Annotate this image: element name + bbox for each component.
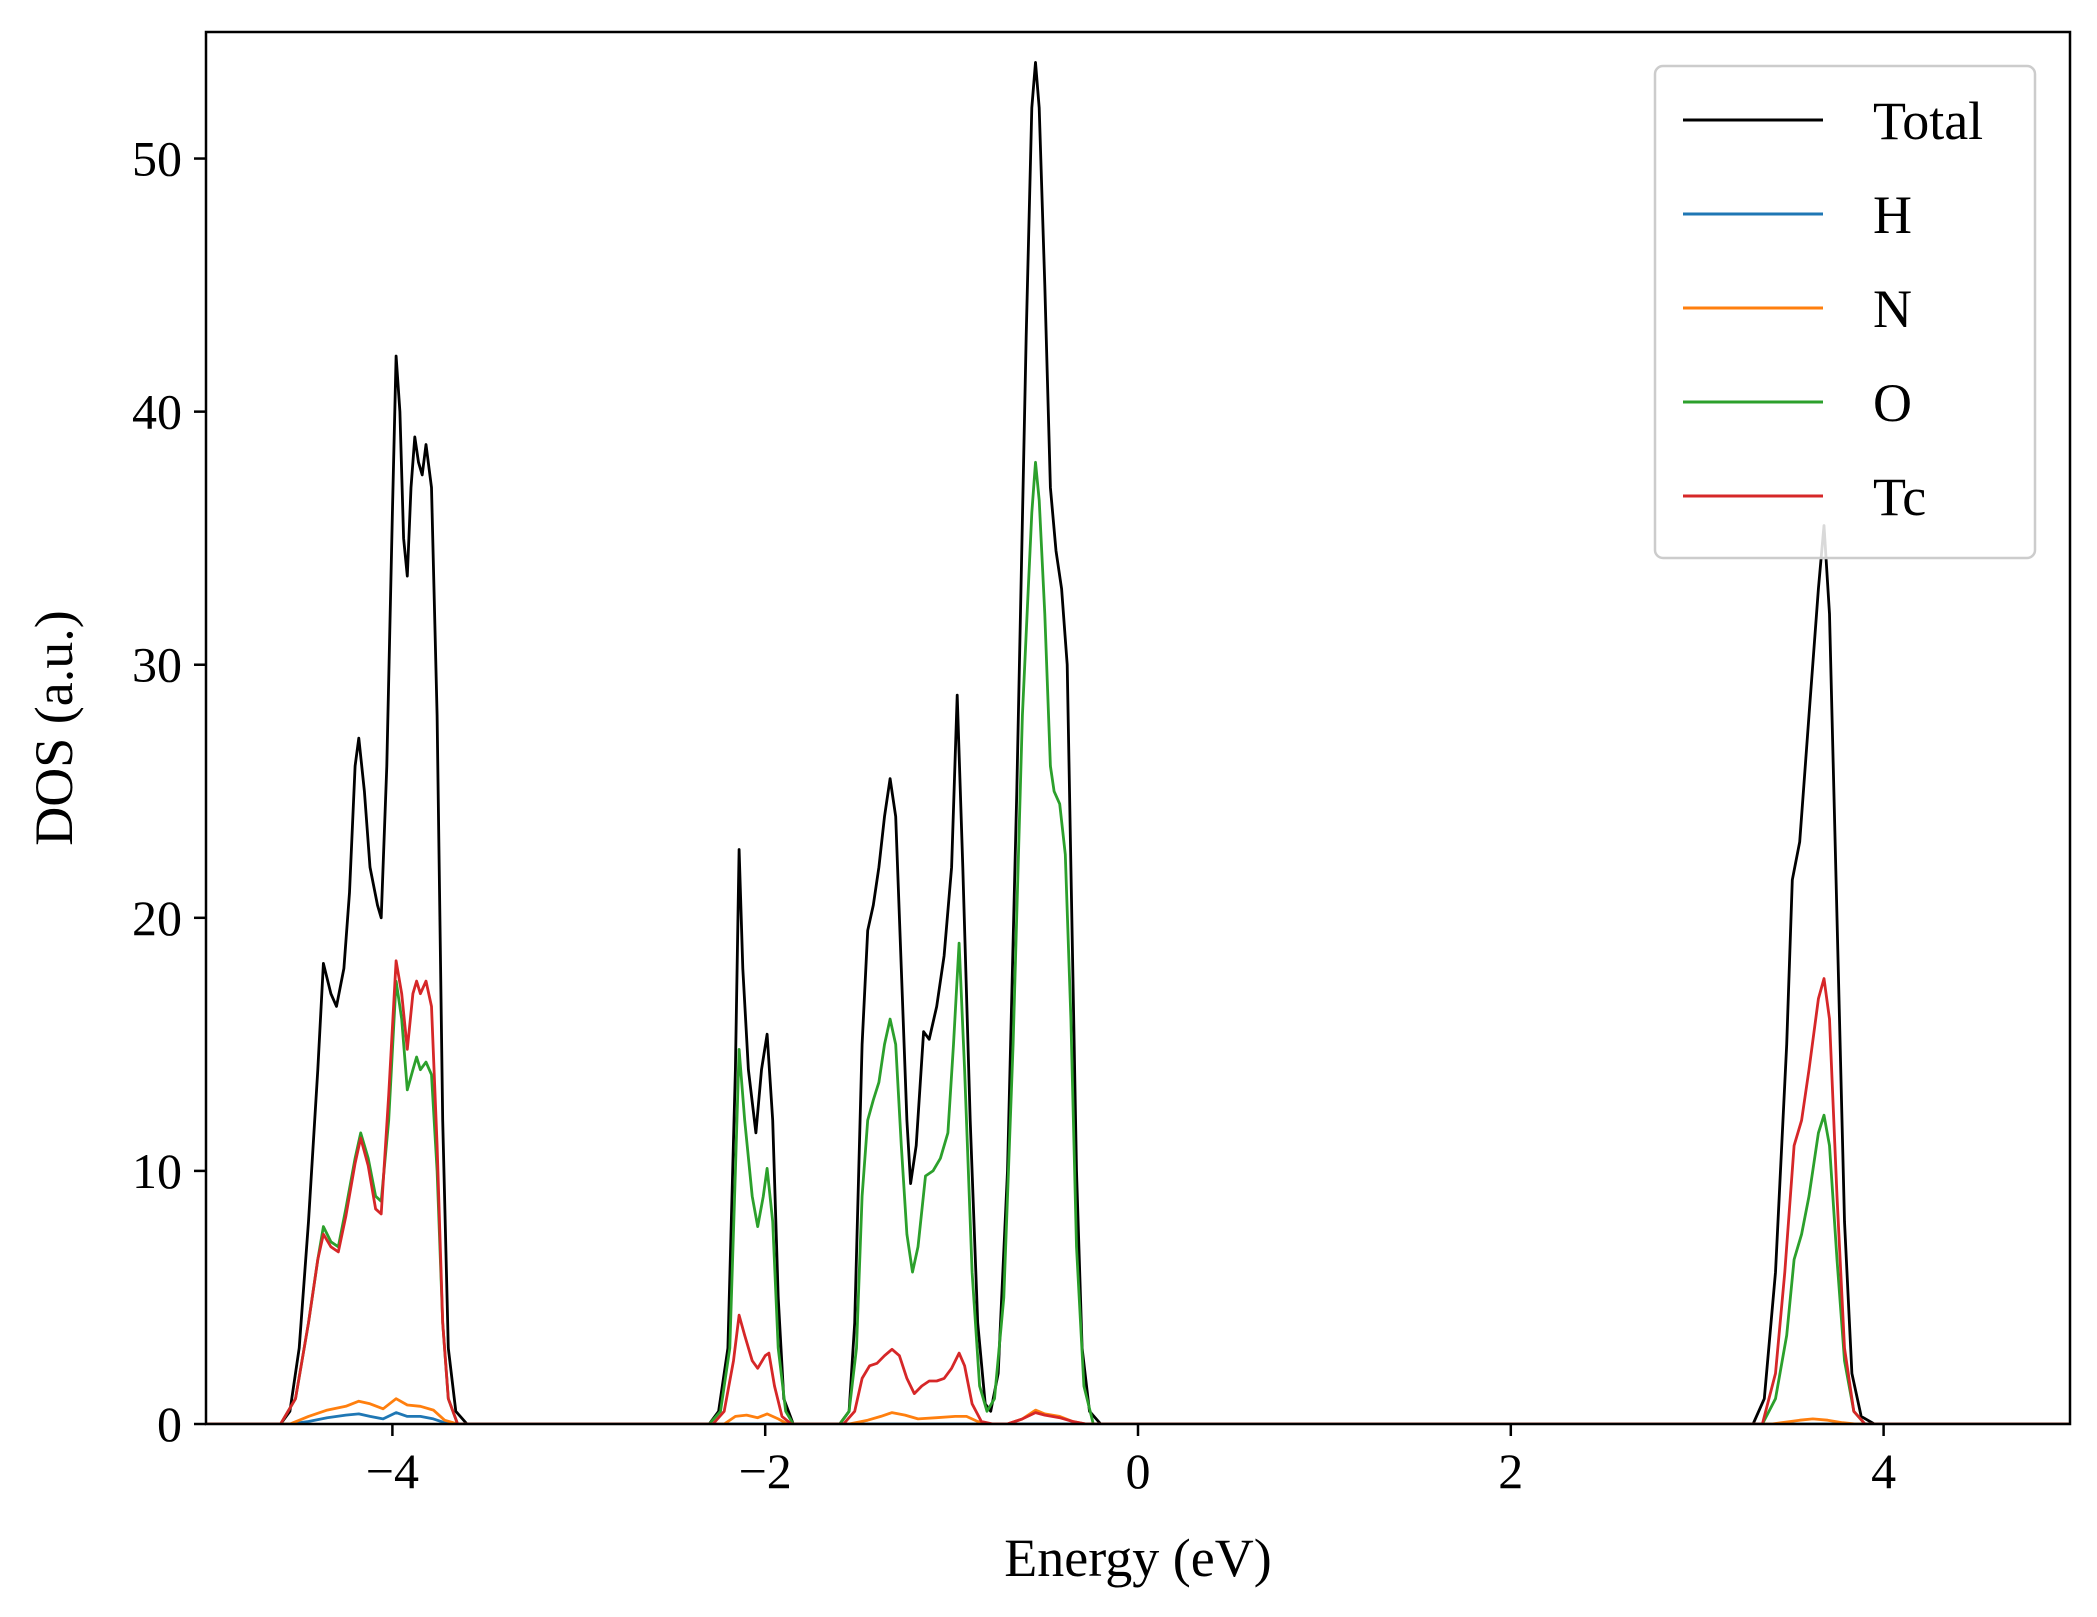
legend: Total HNO Tc — [1653, 64, 2037, 560]
series-layer — [206, 61, 2070, 1424]
y-tick-label: 10 — [132, 1143, 182, 1199]
x-tick-label: −2 — [739, 1443, 792, 1499]
y-axis: 0 10 20 30 40 50 — [132, 131, 206, 1452]
y-axis-label: DOS (a.u.) — [24, 610, 84, 845]
legend-label-total: Total — [1873, 91, 1983, 151]
legend-label-o: O — [1873, 373, 1912, 433]
y-tick-label: 0 — [157, 1396, 182, 1452]
series-line-h — [206, 1411, 2070, 1424]
x-tick-label: 0 — [1126, 1443, 1151, 1499]
x-axis-label: Energy (eV) — [1004, 1528, 1271, 1588]
series-line-total — [206, 61, 2070, 1424]
legend-label-tc: Tc — [1873, 467, 1926, 527]
y-tick-label: 30 — [132, 637, 182, 693]
x-tick-label: −4 — [366, 1443, 419, 1499]
x-axis: −4 −2 0 2 4 — [366, 1424, 1896, 1499]
legend-box — [1653, 64, 2037, 560]
x-tick-label: 4 — [1871, 1443, 1896, 1499]
x-tick-label: 2 — [1498, 1443, 1523, 1499]
legend-label-h: H — [1873, 185, 1912, 245]
series-line-o — [206, 460, 2070, 1424]
series-line-tc — [206, 959, 2070, 1424]
legend-label-n: N — [1873, 279, 1912, 339]
y-tick-label: 40 — [132, 384, 182, 440]
y-tick-label: 20 — [132, 890, 182, 946]
y-tick-label: 50 — [132, 131, 182, 187]
